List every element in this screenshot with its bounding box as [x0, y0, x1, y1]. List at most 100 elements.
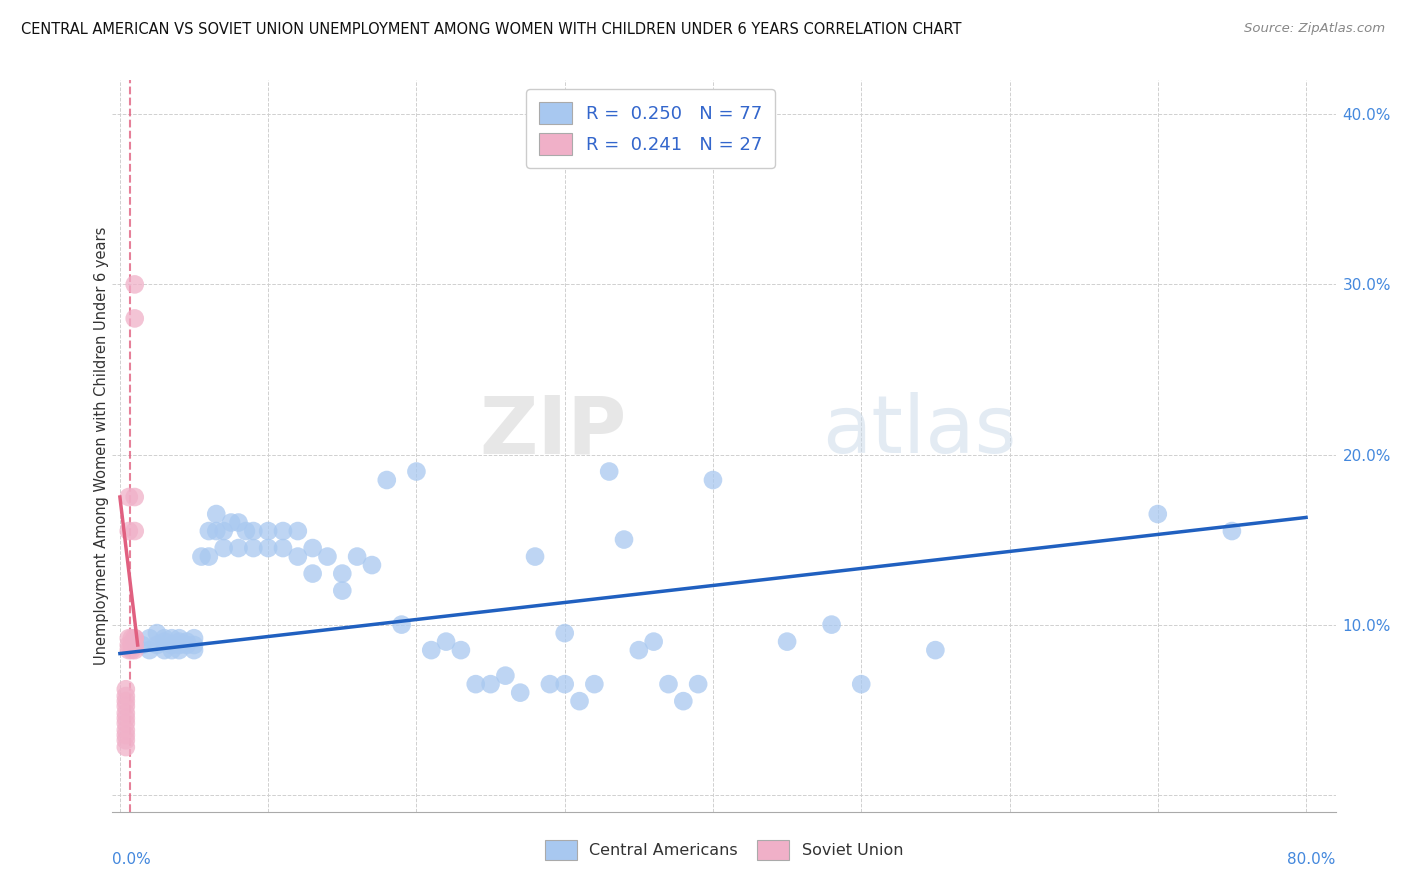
Text: 80.0%: 80.0%: [1288, 852, 1336, 867]
Point: [114, 740, 136, 755]
Point: [121, 631, 143, 645]
Point: [167, 634, 190, 648]
Point: [118, 643, 141, 657]
Point: [114, 723, 136, 737]
Point: [153, 643, 176, 657]
Point: [183, 643, 205, 657]
Point: [287, 524, 309, 538]
Point: [583, 677, 606, 691]
Point: [464, 677, 486, 691]
Point: [688, 677, 710, 691]
Point: [613, 533, 636, 547]
Point: [657, 677, 679, 691]
Point: [257, 541, 280, 555]
Point: [114, 694, 136, 708]
Point: [287, 549, 309, 564]
Point: [228, 516, 250, 530]
Point: [405, 465, 427, 479]
Point: [702, 473, 724, 487]
Point: [361, 558, 384, 572]
Point: [228, 541, 250, 555]
Point: [167, 638, 190, 652]
Point: [198, 549, 221, 564]
Point: [114, 706, 136, 720]
Point: [301, 541, 323, 555]
Point: [176, 634, 198, 648]
Point: [114, 689, 136, 703]
Point: [124, 524, 146, 538]
Point: [124, 490, 146, 504]
Point: [118, 631, 141, 645]
Point: [643, 634, 665, 648]
Point: [146, 626, 169, 640]
Point: [167, 643, 190, 657]
Text: atlas: atlas: [823, 392, 1017, 470]
Point: [538, 677, 561, 691]
Point: [190, 549, 212, 564]
Point: [524, 549, 547, 564]
Point: [219, 516, 242, 530]
Y-axis label: Unemployment Among Women with Children Under 6 years: Unemployment Among Women with Children U…: [94, 227, 108, 665]
Point: [146, 638, 169, 652]
Point: [672, 694, 695, 708]
Point: [124, 643, 146, 657]
Point: [138, 643, 160, 657]
Point: [554, 677, 576, 691]
Point: [212, 541, 235, 555]
Point: [375, 473, 398, 487]
Legend: Central Americans, Soviet Union: Central Americans, Soviet Union: [538, 834, 910, 866]
Point: [391, 617, 413, 632]
Point: [235, 524, 257, 538]
Point: [271, 541, 294, 555]
Point: [118, 490, 141, 504]
Point: [138, 631, 160, 645]
Point: [183, 631, 205, 645]
Point: [627, 643, 650, 657]
Point: [820, 617, 842, 632]
Point: [124, 634, 146, 648]
Point: [257, 524, 280, 538]
Point: [242, 524, 264, 538]
Point: [160, 631, 183, 645]
Point: [121, 643, 143, 657]
Point: [924, 643, 946, 657]
Point: [434, 634, 457, 648]
Point: [114, 699, 136, 714]
Point: [114, 716, 136, 731]
Point: [776, 634, 799, 648]
Point: [114, 728, 136, 742]
Point: [851, 677, 873, 691]
Point: [114, 711, 136, 725]
Point: [167, 631, 190, 645]
Point: [124, 631, 146, 645]
Point: [160, 643, 183, 657]
Point: [568, 694, 591, 708]
Text: Source: ZipAtlas.com: Source: ZipAtlas.com: [1244, 22, 1385, 36]
Point: [598, 465, 620, 479]
Point: [242, 541, 264, 555]
Point: [420, 643, 443, 657]
Point: [212, 524, 235, 538]
Point: [330, 583, 353, 598]
Point: [271, 524, 294, 538]
Point: [450, 643, 472, 657]
Point: [124, 311, 146, 326]
Point: [509, 686, 531, 700]
Point: [153, 634, 176, 648]
Point: [479, 677, 502, 691]
Point: [160, 638, 183, 652]
Point: [205, 507, 228, 521]
Point: [118, 524, 141, 538]
Point: [301, 566, 323, 581]
Point: [118, 638, 141, 652]
Point: [346, 549, 368, 564]
Point: [114, 682, 136, 697]
Text: ZIP: ZIP: [479, 392, 626, 470]
Point: [316, 549, 339, 564]
Point: [124, 638, 146, 652]
Point: [176, 638, 198, 652]
Point: [183, 638, 205, 652]
Point: [198, 524, 221, 538]
Point: [114, 733, 136, 747]
Point: [330, 566, 353, 581]
